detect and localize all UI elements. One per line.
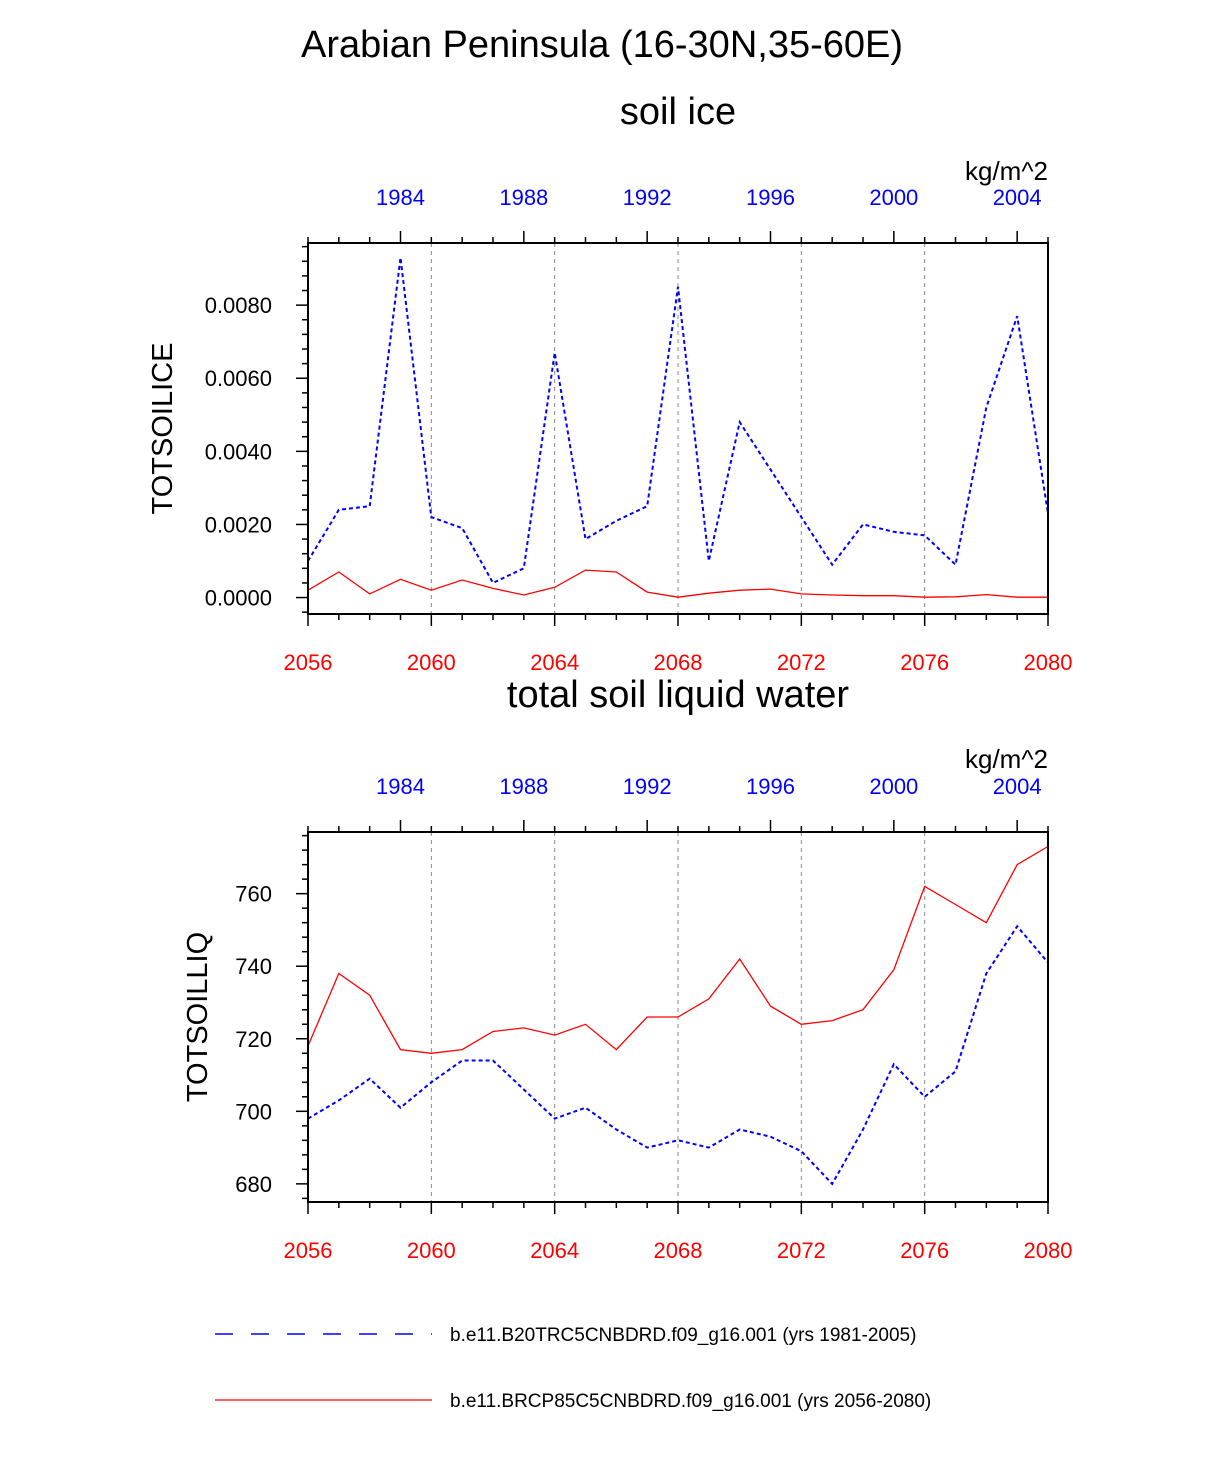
y-tick-label: 720 (235, 1027, 272, 1052)
y-tick-label: 700 (235, 1099, 272, 1124)
x-tick-label-top: 2000 (869, 774, 918, 799)
x-tick-label-top: 2000 (869, 185, 918, 210)
units-label: kg/m^2 (965, 744, 1048, 774)
chart-panel-1: soil ice kg/m^2 TOTSOILICE 2056 2060 2064 2068… (147, 91, 1072, 675)
figure-title: Arabian Peninsula (16-30N,35-60E) (300, 24, 904, 66)
chart-panel-2: total soil liquid water kg/m^2 TOTSOILLIQ 2… (182, 674, 1072, 1263)
legend-label: b.e11.B20TRC5CNBDRD.f09_g16.001 (yrs 198… (450, 1325, 916, 1346)
chart-title: soil ice (620, 91, 736, 133)
x-tick-label-bottom: 2080 (1024, 1238, 1073, 1263)
x-tick-label-top: 1996 (746, 774, 795, 799)
y-tick-label: 680 (235, 1172, 272, 1197)
series-line-historical (307, 257, 1049, 585)
legend-label: b.e11.BRCP85C5CNBDRD.f09_g16.001 (yrs 20… (450, 1391, 931, 1412)
x-tick-label-top: 1996 (746, 185, 795, 210)
x-tick-label-bottom: 2064 (530, 650, 579, 675)
x-tick-label-top: 1988 (499, 774, 548, 799)
y-tick-label: 0.0060 (205, 366, 272, 391)
x-tick-label-top: 1992 (623, 185, 672, 210)
plot-frame (307, 831, 1049, 1203)
y-tick-label: 0.0040 (205, 439, 272, 464)
plot-frame (307, 242, 1049, 615)
x-tick-label-bottom: 2072 (777, 650, 826, 675)
legend: b.e11.B20TRC5CNBDRD.f09_g16.001 (yrs 198… (215, 1325, 931, 1412)
y-tick-label: 0.0080 (205, 293, 272, 318)
series-line-future (307, 569, 1048, 598)
x-tick-label-bottom: 2072 (777, 1238, 826, 1263)
x-tick-label-bottom: 2064 (530, 1238, 579, 1263)
chart-title: total soil liquid water (507, 674, 850, 716)
y-axis-label: TOTSOILICE (147, 343, 179, 515)
y-axis-label: TOTSOILLIQ (182, 932, 214, 1102)
x-tick-label-bottom: 2060 (407, 650, 456, 675)
units-label: kg/m^2 (965, 156, 1048, 186)
x-tick-label-bottom: 2076 (900, 1238, 949, 1263)
y-tick-label: 0.0000 (205, 586, 272, 611)
x-tick-label-bottom: 2056 (284, 650, 333, 675)
x-tick-label-top: 1992 (623, 774, 672, 799)
series-line-future (307, 845, 1049, 1054)
x-tick-label-bottom: 2080 (1024, 650, 1073, 675)
series-line-historical (307, 924, 1049, 1186)
y-tick-label: 740 (235, 954, 272, 979)
x-tick-label-bottom: 2076 (900, 650, 949, 675)
y-tick-label: 0.0020 (205, 512, 272, 537)
x-tick-label-top: 1984 (376, 774, 425, 799)
x-tick-label-bottom: 2060 (407, 1238, 456, 1263)
x-tick-label-top: 1988 (499, 185, 548, 210)
x-tick-label-bottom: 2056 (284, 1238, 333, 1263)
x-tick-label-top: 2004 (993, 774, 1042, 799)
x-tick-label-top: 1984 (376, 185, 425, 210)
x-tick-label-bottom: 2068 (654, 650, 703, 675)
y-tick-label: 760 (235, 882, 272, 907)
x-tick-label-top: 2004 (993, 185, 1042, 210)
x-tick-label-bottom: 2068 (654, 1238, 703, 1263)
